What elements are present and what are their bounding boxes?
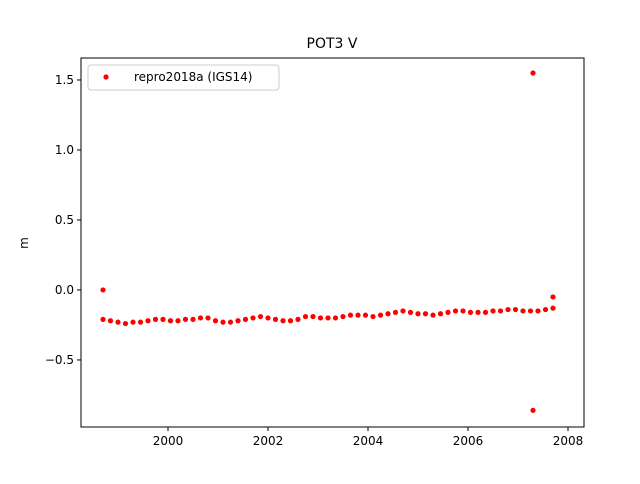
data-point <box>325 315 331 321</box>
data-point <box>175 318 181 324</box>
data-point <box>272 316 279 322</box>
data-point <box>460 308 466 314</box>
data-point <box>497 308 504 314</box>
data-point <box>355 312 361 318</box>
data-point <box>190 316 196 322</box>
data-point <box>400 308 406 314</box>
data-point <box>377 312 384 318</box>
y-axis-label: m <box>17 237 31 249</box>
data-point <box>310 313 316 320</box>
data-point <box>527 308 534 314</box>
data-point <box>347 312 354 318</box>
y-tick-label: 1.5 <box>55 73 74 87</box>
legend-box <box>87 64 280 91</box>
data-point <box>205 315 211 321</box>
legend-label: repro2018a (IGS14) <box>134 70 252 84</box>
data-point <box>362 312 369 318</box>
data-point <box>437 311 444 317</box>
data-point <box>212 318 219 324</box>
data-point <box>100 287 106 293</box>
data-point <box>265 315 271 321</box>
data-point <box>445 309 451 315</box>
data-point <box>160 316 166 322</box>
x-tick-label: 2008 <box>553 434 584 448</box>
data-point <box>490 308 496 314</box>
data-point <box>250 315 256 321</box>
data-point <box>242 316 249 322</box>
x-tick-label: 2004 <box>353 434 384 448</box>
data-point <box>257 313 264 320</box>
data-point <box>100 316 106 322</box>
data-point <box>370 313 376 320</box>
data-point <box>317 315 324 321</box>
data-point <box>512 306 519 313</box>
data-point <box>197 315 204 321</box>
data-point <box>227 319 234 325</box>
legend-marker <box>103 74 109 80</box>
y-tick-label: 0.0 <box>55 283 74 297</box>
data-point <box>467 309 474 315</box>
data-point <box>152 316 159 322</box>
data-point <box>167 318 174 324</box>
data-point <box>520 308 526 314</box>
data-point <box>295 316 301 322</box>
data-point <box>332 315 339 321</box>
data-point <box>452 308 459 314</box>
data-point <box>287 318 294 324</box>
data-point <box>430 312 436 318</box>
x-tick-label: 2000 <box>153 434 184 448</box>
plot-frame <box>80 57 585 428</box>
data-point <box>145 318 151 324</box>
x-tick-label: 2002 <box>253 434 284 448</box>
data-point <box>392 309 399 315</box>
y-tick-label: −0.5 <box>45 353 74 367</box>
data-point <box>505 306 511 313</box>
data-point <box>302 313 309 320</box>
data-point <box>107 318 114 324</box>
data-point <box>137 319 144 325</box>
y-tick-label: 1.0 <box>55 143 74 157</box>
data-point <box>385 311 391 317</box>
data-point <box>182 316 189 322</box>
data-point <box>535 308 541 314</box>
data-point <box>130 319 136 325</box>
data-point <box>542 306 549 313</box>
data-point <box>235 318 241 324</box>
data-point <box>422 311 429 317</box>
chart-title: POT3 V <box>307 36 358 52</box>
data-point <box>340 313 346 320</box>
x-tick-label: 2006 <box>453 434 484 448</box>
data-point <box>475 309 481 315</box>
y-tick-label: 0.5 <box>55 213 74 227</box>
data-point <box>122 320 129 327</box>
data-point <box>280 318 286 324</box>
data-point <box>407 309 414 315</box>
data-point <box>482 309 489 315</box>
data-point <box>115 319 121 325</box>
data-point <box>220 319 226 325</box>
data-point <box>415 311 421 317</box>
data-point <box>530 70 536 76</box>
data-point <box>530 407 536 413</box>
data-point <box>550 294 556 300</box>
data-point <box>550 305 556 311</box>
